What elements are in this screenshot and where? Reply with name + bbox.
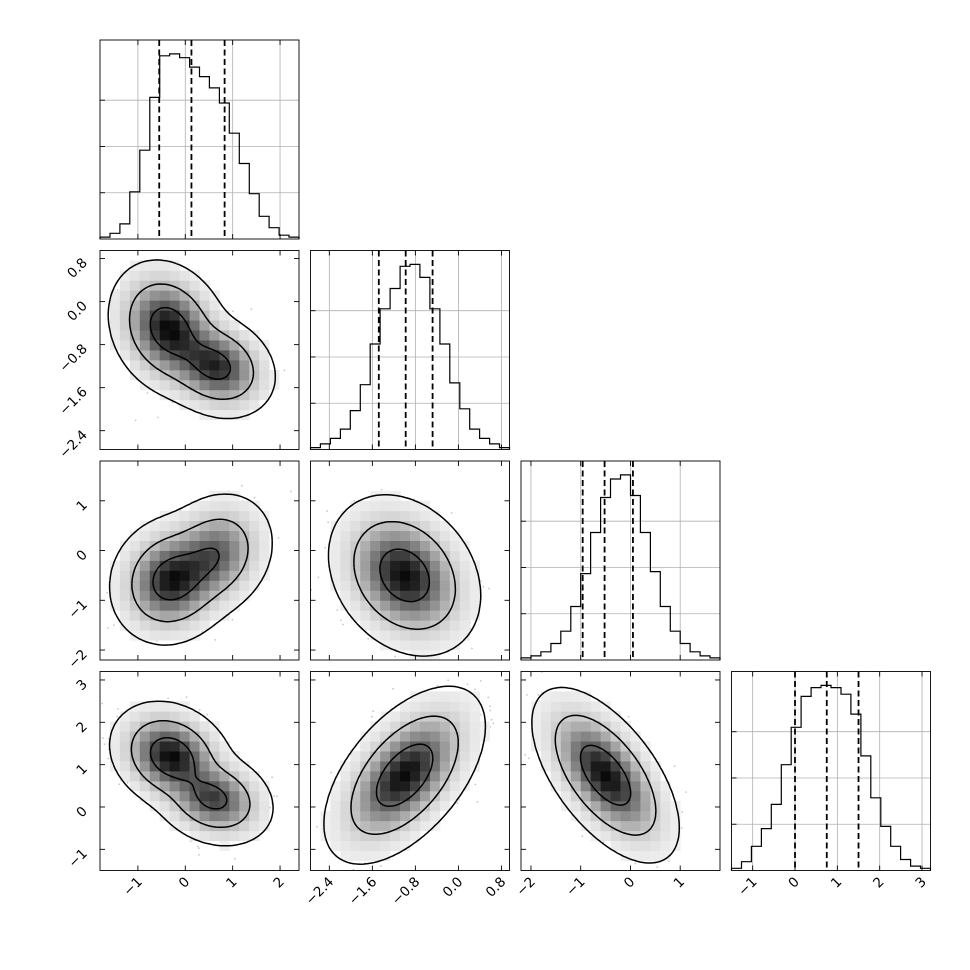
x-tick-label: −0.8	[389, 874, 423, 908]
y-tick-label: 3	[73, 677, 90, 694]
density-cells	[110, 701, 270, 851]
x-tick-label: −1	[120, 874, 145, 899]
y-tick-label: 1	[73, 761, 90, 778]
density-cells	[330, 491, 480, 661]
y-tick-label: 0	[73, 547, 90, 564]
x-tick-label: 1	[828, 874, 845, 891]
panel-2d-1-2	[311, 461, 510, 677]
x-tick-label: −2.4	[303, 874, 337, 908]
x-tick-label: 1	[671, 874, 688, 891]
panel-frame	[311, 251, 510, 450]
density-cells	[110, 491, 270, 641]
x-tick-label: 0	[176, 874, 193, 891]
grid	[311, 251, 510, 450]
y-tick-label: 0.0	[64, 298, 91, 325]
x-tick-label: 3	[912, 874, 929, 891]
histogram-2	[521, 461, 720, 660]
y-tick-label: 2	[73, 719, 90, 736]
x-tick-label: 0	[785, 874, 802, 891]
y-tick-label: −1.6	[56, 384, 90, 418]
x-tick-label: 0.0	[440, 874, 467, 901]
y-tick-label: −0.8	[56, 341, 90, 375]
panel-2d-0-2	[100, 461, 299, 660]
x-tick-label: 2	[270, 874, 287, 891]
y-tick-label: −1	[65, 846, 90, 871]
panel-2d-2-3	[521, 661, 720, 882]
x-tick-label: 1	[223, 874, 240, 891]
x-tick-label: 2	[870, 874, 887, 891]
y-tick-label: −2.4	[56, 427, 90, 461]
y-tick-label: −1	[65, 597, 90, 622]
panel-frame	[521, 461, 720, 660]
x-tick-label: 0.8	[483, 874, 510, 901]
x-tick-label: −1.6	[346, 874, 380, 908]
density-cells	[320, 691, 490, 861]
x-tick-label: −1	[735, 874, 760, 899]
x-tick-label: 0	[621, 874, 638, 891]
grid	[521, 461, 720, 660]
x-tick-label: −1	[563, 874, 588, 899]
x-tick-label: −2	[513, 874, 538, 899]
panel-2d-0-3	[100, 672, 299, 871]
y-tick-label: 0	[73, 804, 90, 821]
y-tick-label: −2	[65, 647, 90, 672]
density-cells	[110, 260, 280, 420]
histogram-3	[732, 672, 931, 871]
panel-2d-1-3	[311, 672, 510, 871]
panel-2d-0-1	[83, 251, 299, 450]
density-cells	[531, 691, 681, 861]
y-tick-label: 0.8	[64, 255, 91, 282]
histogram-1	[311, 251, 510, 450]
histogram-0	[100, 40, 299, 239]
y-tick-label: 1	[73, 497, 90, 514]
